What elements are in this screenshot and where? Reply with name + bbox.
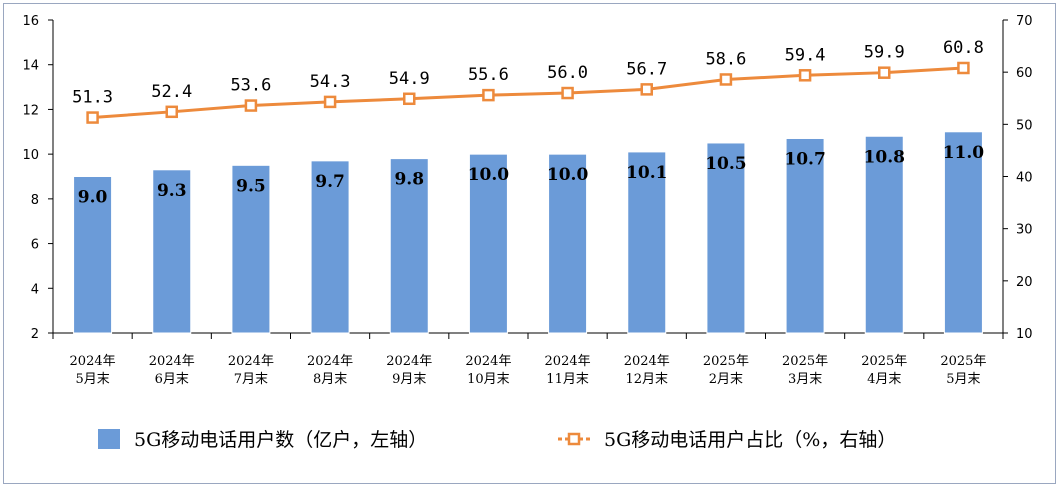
line-value-label: 53.6 xyxy=(230,76,271,96)
bar-value-label: 9.3 xyxy=(157,181,187,201)
x-axis-tick-label-year: 2024年 xyxy=(70,354,116,369)
bar xyxy=(785,137,825,334)
right-axis-tick-label: 30 xyxy=(1016,223,1033,238)
left-axis-tick-label: 10 xyxy=(22,148,39,163)
line-value-label: 51.3 xyxy=(72,88,113,108)
left-axis-tick-label: 12 xyxy=(22,103,39,118)
bar xyxy=(627,151,667,334)
right-axis-tick-label: 40 xyxy=(1016,171,1033,186)
line-marker xyxy=(561,86,574,100)
line-marker xyxy=(798,69,812,82)
bar xyxy=(73,176,113,334)
legend-bar-label: 5G移动电话用户数（亿户，左轴） xyxy=(134,429,427,451)
bar-value-label: 9.5 xyxy=(236,176,266,196)
line-value-label: 56.0 xyxy=(547,63,588,83)
line-value-label: 59.4 xyxy=(785,45,826,65)
line-value-label: 55.6 xyxy=(468,65,509,85)
x-axis-tick-label-month: 10月末 xyxy=(467,372,510,387)
legend-line-label: 5G移动电话用户占比（%，右轴） xyxy=(604,429,896,451)
left-axis-tick-label: 2 xyxy=(31,327,39,342)
x-axis-tick-label-year: 2024年 xyxy=(624,354,670,369)
x-axis-tick-label-month: 6月末 xyxy=(155,372,189,387)
x-axis-tick-label-month: 4月末 xyxy=(867,372,901,387)
right-axis-tick-label: 70 xyxy=(1016,14,1033,29)
line-marker xyxy=(878,66,891,79)
bar-value-label: 10.0 xyxy=(468,165,510,185)
x-axis-tick-label-month: 9月末 xyxy=(392,372,426,387)
x-axis-tick-label-month: 8月末 xyxy=(313,372,347,387)
bar xyxy=(389,158,429,334)
bar xyxy=(152,169,192,334)
line-marker xyxy=(165,105,178,119)
x-axis-tick-label-month: 7月末 xyxy=(234,372,268,387)
x-axis-tick-label-year: 2024年 xyxy=(465,354,511,369)
right-axis-tick-label: 50 xyxy=(1016,118,1033,133)
line-value-label: 59.9 xyxy=(864,43,905,63)
x-axis-tick-label-month: 5月末 xyxy=(75,372,109,387)
bar-value-label: 11.0 xyxy=(943,143,985,163)
line-marker xyxy=(719,73,733,86)
right-axis-tick-label: 60 xyxy=(1016,66,1033,81)
left-axis-tick-label: 16 xyxy=(22,14,39,29)
x-axis-tick-label-month: 12月末 xyxy=(625,372,668,387)
legend-bar-swatch xyxy=(98,429,120,449)
line-series xyxy=(92,66,964,120)
line-value-label: 54.9 xyxy=(389,69,430,89)
x-axis-tick-label-year: 2024年 xyxy=(307,354,353,369)
line-marker xyxy=(244,99,258,112)
left-axis-tick-label: 6 xyxy=(31,238,39,253)
bar xyxy=(943,131,983,334)
line-marker xyxy=(403,92,416,106)
x-axis-tick-label-month: 3月末 xyxy=(788,372,822,387)
x-axis-tick-label-year: 2024年 xyxy=(545,354,591,369)
x-axis-tick-label-year: 2024年 xyxy=(228,354,274,369)
bar-value-label: 9.0 xyxy=(78,188,108,208)
x-axis-tick-label-year: 2025年 xyxy=(940,354,986,369)
bar-value-label: 10.0 xyxy=(547,165,589,185)
line-marker xyxy=(86,111,99,124)
line-marker xyxy=(640,83,653,96)
bar xyxy=(468,153,508,334)
x-axis-tick-label-month: 11月末 xyxy=(546,372,589,387)
line-marker xyxy=(482,88,495,102)
x-axis-tick-label-year: 2025年 xyxy=(703,354,749,369)
x-axis-tick-label-year: 2024年 xyxy=(149,354,195,369)
bar-value-label: 10.8 xyxy=(864,147,905,167)
right-axis-tick-label: 20 xyxy=(1016,275,1033,290)
left-axis-tick-label: 14 xyxy=(22,59,39,74)
line-value-label: 60.8 xyxy=(943,38,984,58)
x-axis-tick-label-year: 2024年 xyxy=(386,354,432,369)
left-axis-tick-label: 4 xyxy=(31,282,39,297)
bar-value-label: 9.8 xyxy=(394,170,424,190)
bar xyxy=(548,153,588,334)
line-value-label: 54.3 xyxy=(310,72,351,92)
bar-value-label: 10.5 xyxy=(705,154,746,174)
x-axis-tick-label-month: 2月末 xyxy=(709,372,743,387)
left-axis-tick-label: 8 xyxy=(31,193,39,208)
bar xyxy=(706,142,746,334)
legend-line-marker xyxy=(567,432,581,446)
x-axis-tick-label-year: 2025年 xyxy=(861,354,907,369)
line-marker xyxy=(323,95,337,109)
right-axis-tick-label: 10 xyxy=(1016,327,1033,342)
x-axis-tick-label-year: 2025年 xyxy=(782,354,828,369)
bar-value-label: 9.7 xyxy=(315,172,345,192)
line-value-label: 58.6 xyxy=(705,49,746,69)
bar xyxy=(231,164,271,334)
bar-value-label: 10.7 xyxy=(784,149,825,169)
bar xyxy=(864,135,904,334)
line-marker xyxy=(957,61,970,75)
bar xyxy=(310,160,350,334)
bar-value-label: 10.1 xyxy=(626,163,667,183)
line-value-label: 52.4 xyxy=(151,82,192,102)
x-axis-tick-label-month: 5月末 xyxy=(946,372,980,387)
line-value-label: 56.7 xyxy=(626,59,667,79)
